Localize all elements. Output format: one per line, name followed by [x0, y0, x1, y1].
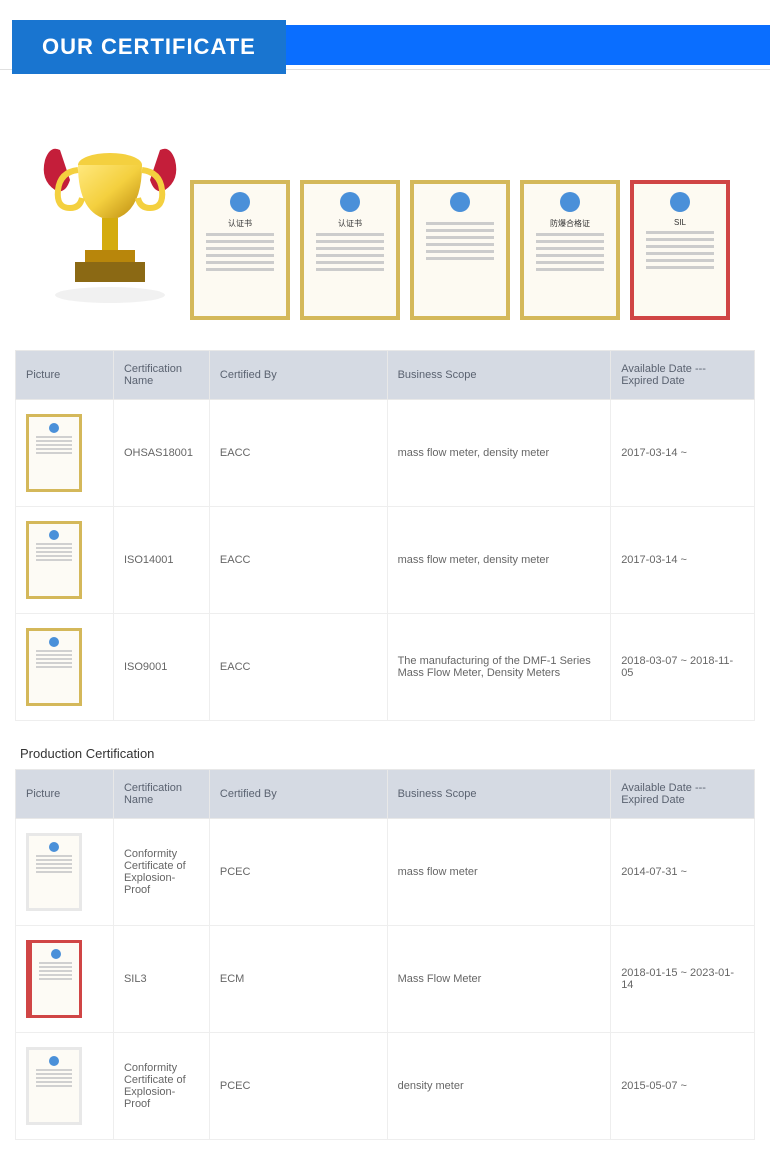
cert-thumbnail[interactable]: 认证书	[300, 180, 400, 320]
th-picture: Picture	[16, 351, 114, 400]
cell-picture	[16, 926, 114, 1033]
cert-thumbnail-small[interactable]	[26, 628, 82, 706]
production-cert-title: Production Certification	[0, 731, 770, 769]
th-date: Available Date --- Expired Date	[611, 351, 755, 400]
cell-date: 2015-05-07 ~	[611, 1033, 755, 1140]
th-name: Certification Name	[113, 770, 209, 819]
table2-body: Conformity Certificate of Explosion-Proo…	[16, 819, 755, 1140]
cell-date: 2018-03-07 ~ 2018-11-05	[611, 614, 755, 721]
cell-by: PCEC	[209, 819, 387, 926]
cert-thumbnail-small[interactable]	[26, 521, 82, 599]
cert-thumbnail[interactable]: SIL	[630, 180, 730, 320]
cell-scope: The manufacturing of the DMF-1 Series Ma…	[387, 614, 611, 721]
cert-thumbnail[interactable]: 认证书	[190, 180, 290, 320]
production-cert-table: Picture Certification Name Certified By …	[15, 769, 755, 1140]
cell-name: SIL3	[113, 926, 209, 1033]
cert-thumbnail[interactable]	[410, 180, 510, 320]
certificate-banner: OUR CERTIFICATE	[0, 20, 770, 70]
cert-thumbnail-small[interactable]	[26, 940, 82, 1018]
th-date: Available Date --- Expired Date	[611, 770, 755, 819]
cell-name: ISO14001	[113, 507, 209, 614]
banner-title: OUR CERTIFICATE	[12, 20, 286, 74]
cell-name: ISO9001	[113, 614, 209, 721]
trophy-icon	[40, 120, 180, 320]
cell-by: ECM	[209, 926, 387, 1033]
cell-by: PCEC	[209, 1033, 387, 1140]
cell-scope: density meter	[387, 1033, 611, 1140]
cell-date: 2018-01-15 ~ 2023-01-14	[611, 926, 755, 1033]
th-by: Certified By	[209, 351, 387, 400]
table1-body: OHSAS18001EACCmass flow meter, density m…	[16, 400, 755, 721]
cell-date: 2017-03-14 ~	[611, 400, 755, 507]
cell-scope: mass flow meter	[387, 819, 611, 926]
cell-by: EACC	[209, 400, 387, 507]
cert-thumbnail-small[interactable]	[26, 414, 82, 492]
th-picture: Picture	[16, 770, 114, 819]
cell-picture	[16, 614, 114, 721]
gallery-thumbs-container: 认证书认证书 防爆合格证SIL	[190, 180, 730, 320]
table-row: Conformity Certificate of Explosion-Proo…	[16, 819, 755, 926]
th-name: Certification Name	[113, 351, 209, 400]
cell-scope: mass flow meter, density meter	[387, 507, 611, 614]
cert-thumbnail-small[interactable]	[26, 833, 82, 911]
cell-picture	[16, 507, 114, 614]
cell-scope: Mass Flow Meter	[387, 926, 611, 1033]
cell-picture	[16, 400, 114, 507]
table-header: Picture Certification Name Certified By …	[16, 770, 755, 819]
table-row: ISO9001EACCThe manufacturing of the DMF-…	[16, 614, 755, 721]
cert-thumbnail[interactable]: 防爆合格证	[520, 180, 620, 320]
th-scope: Business Scope	[387, 770, 611, 819]
table-row: OHSAS18001EACCmass flow meter, density m…	[16, 400, 755, 507]
company-cert-table: Picture Certification Name Certified By …	[15, 350, 755, 721]
certificate-gallery: 认证书认证书 防爆合格证SIL	[0, 100, 770, 350]
cert-thumbnail-small[interactable]	[26, 1047, 82, 1125]
cell-by: EACC	[209, 507, 387, 614]
cell-scope: mass flow meter, density meter	[387, 400, 611, 507]
cell-by: EACC	[209, 614, 387, 721]
table-header: Picture Certification Name Certified By …	[16, 351, 755, 400]
cell-name: OHSAS18001	[113, 400, 209, 507]
cell-date: 2014-07-31 ~	[611, 819, 755, 926]
cell-name: Conformity Certificate of Explosion-Proo…	[113, 1033, 209, 1140]
table-row: ISO14001EACCmass flow meter, density met…	[16, 507, 755, 614]
cell-picture	[16, 819, 114, 926]
th-scope: Business Scope	[387, 351, 611, 400]
table-row: SIL3ECMMass Flow Meter2018-01-15 ~ 2023-…	[16, 926, 755, 1033]
cell-name: Conformity Certificate of Explosion-Proo…	[113, 819, 209, 926]
table-row: Conformity Certificate of Explosion-Proo…	[16, 1033, 755, 1140]
cell-date: 2017-03-14 ~	[611, 507, 755, 614]
th-by: Certified By	[209, 770, 387, 819]
cell-picture	[16, 1033, 114, 1140]
